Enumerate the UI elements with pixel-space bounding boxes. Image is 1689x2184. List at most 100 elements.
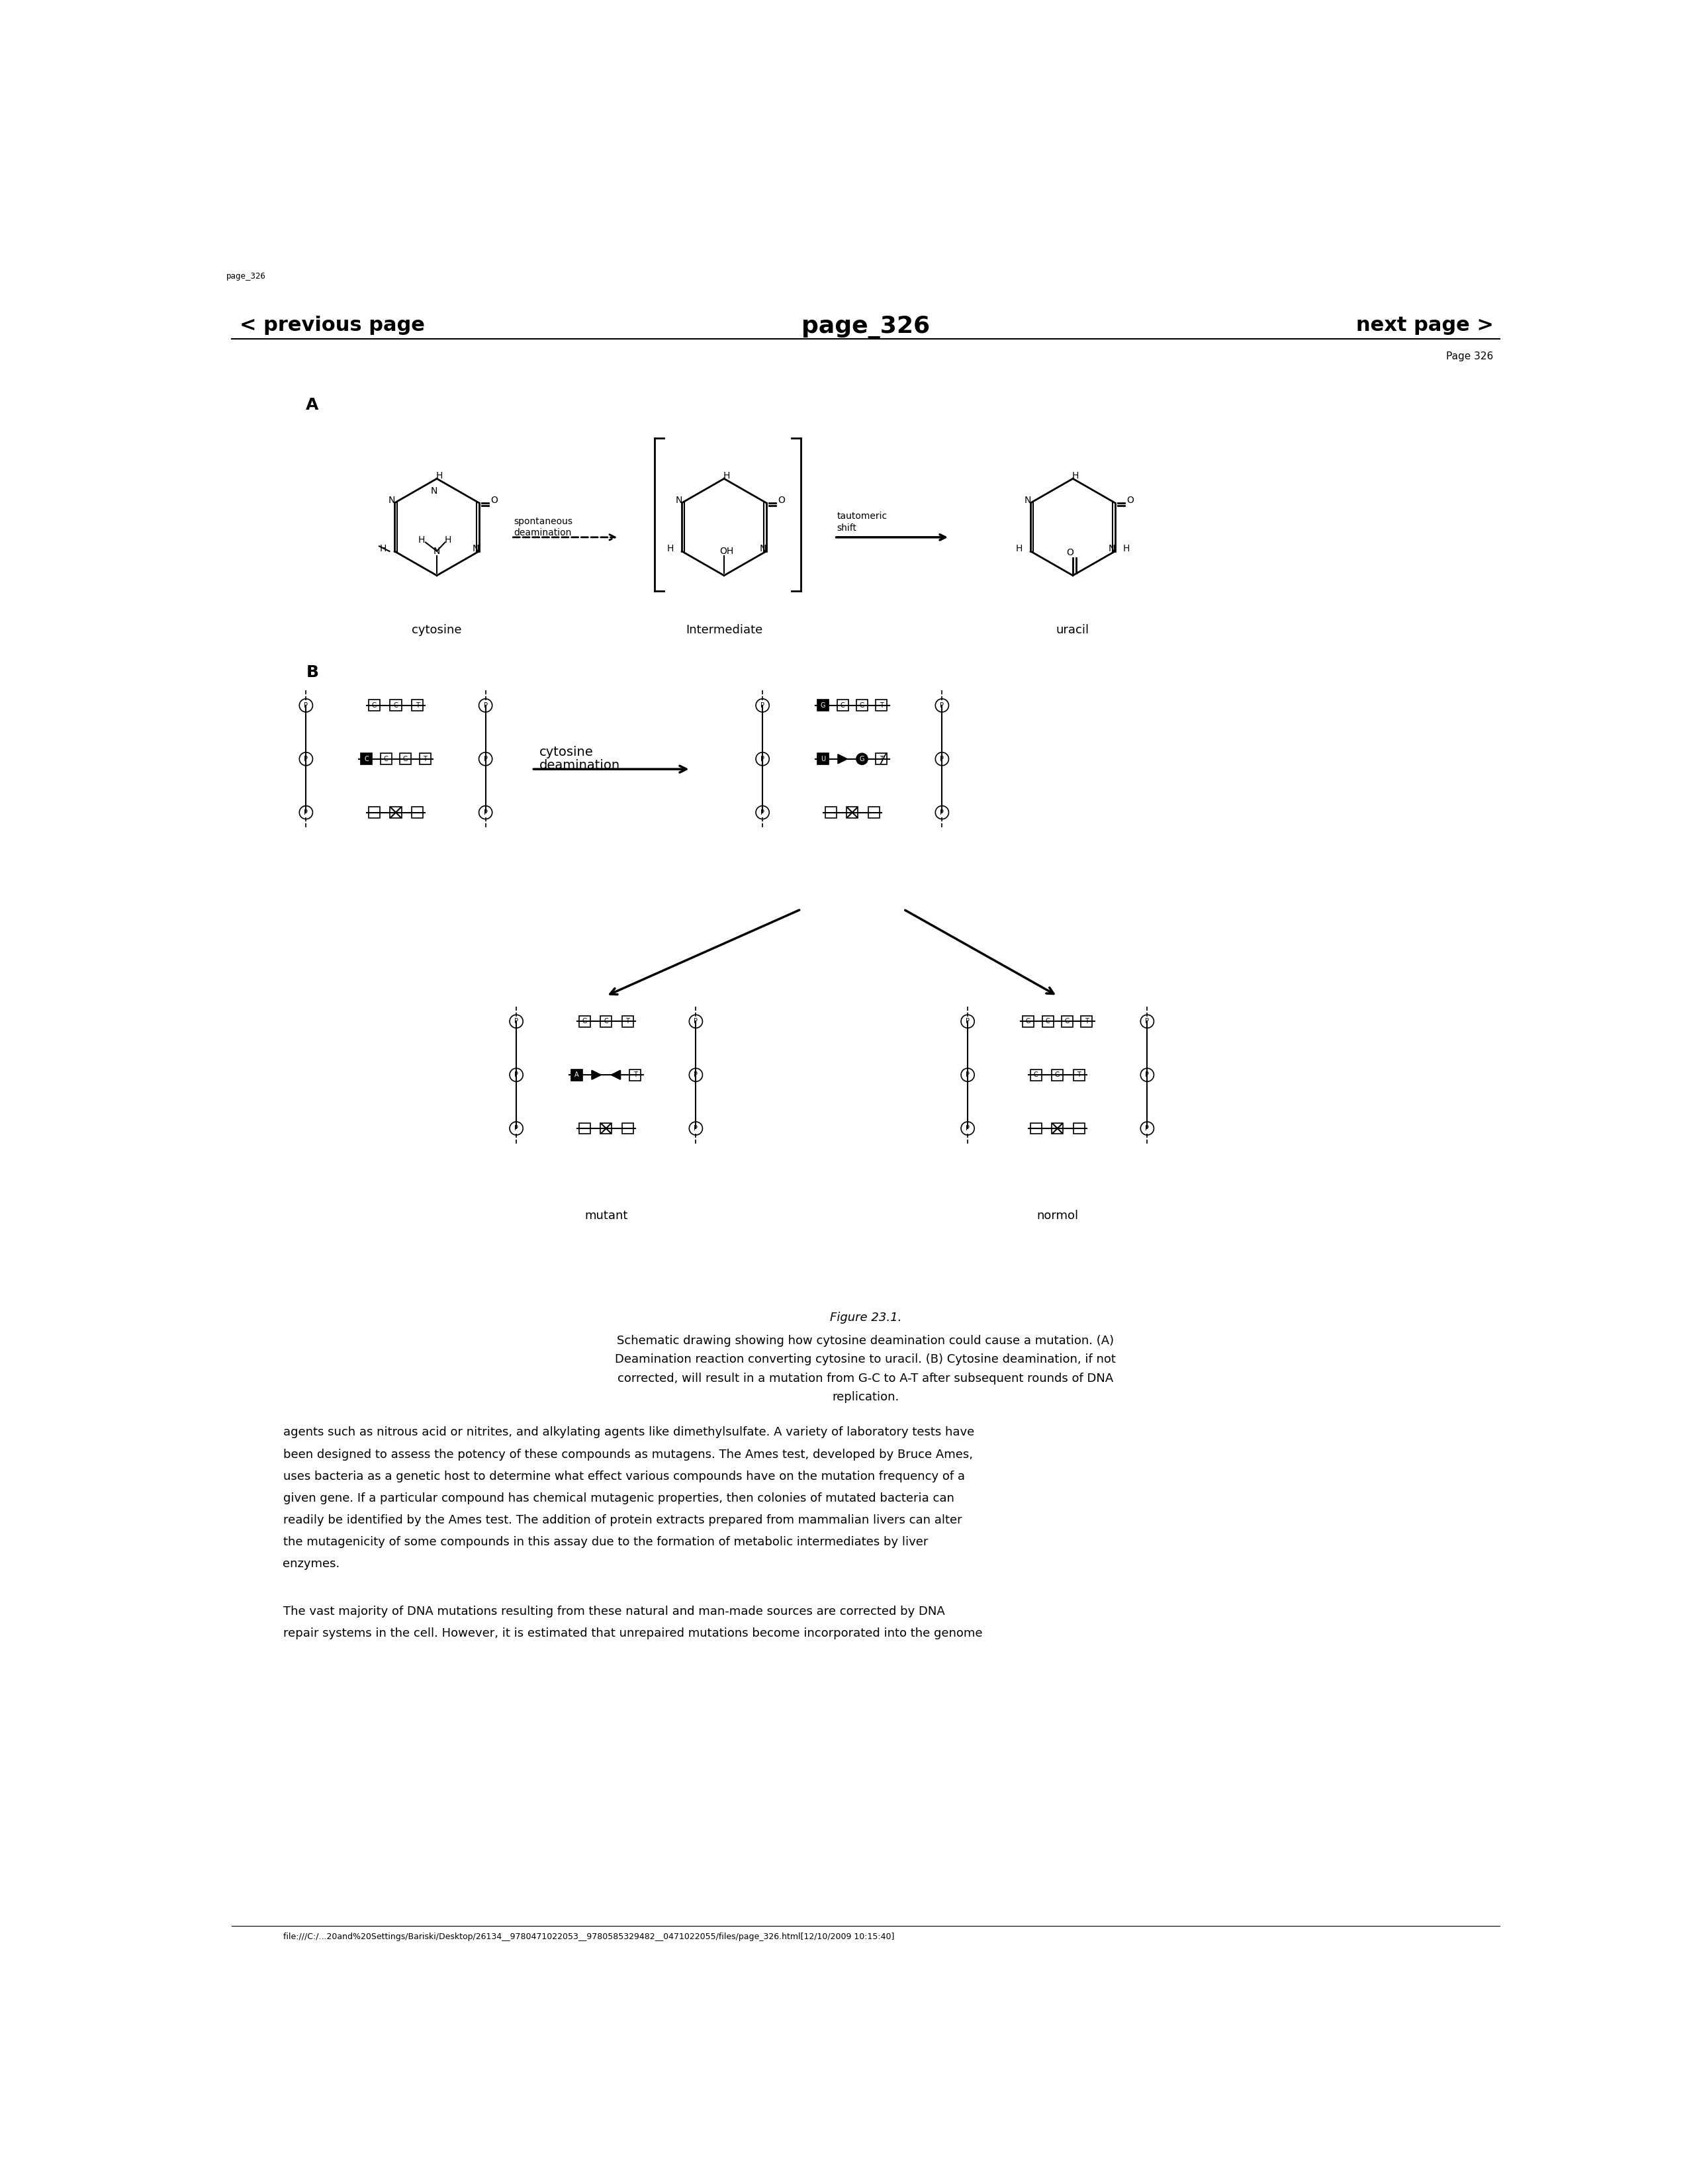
Text: T: T xyxy=(422,756,427,762)
Text: file:///C:/...20and%20Settings/Bariski/Desktop/26134__9780471022053__97805853294: file:///C:/...20and%20Settings/Bariski/D… xyxy=(284,1933,893,1942)
Text: G: G xyxy=(1056,1072,1061,1079)
Text: agents such as nitrous acid or nitrites, and alkylating agents like dimethylsulf: agents such as nitrous acid or nitrites,… xyxy=(284,1426,975,1439)
Text: N: N xyxy=(676,496,682,505)
Bar xyxy=(1052,1123,1062,1133)
Text: uracil: uracil xyxy=(1056,625,1089,636)
Bar xyxy=(817,699,829,712)
Text: P: P xyxy=(966,1125,969,1131)
Text: N: N xyxy=(1024,496,1030,505)
Bar xyxy=(419,753,431,764)
Text: corrected, will result in a mutation from G-C to A-T after subsequent rounds of : corrected, will result in a mutation fro… xyxy=(618,1372,1113,1385)
Bar xyxy=(877,753,887,764)
Text: T: T xyxy=(1084,1018,1089,1024)
Text: T: T xyxy=(625,1018,630,1024)
Text: uses bacteria as a genetic host to determine what effect various compounds have : uses bacteria as a genetic host to deter… xyxy=(284,1470,964,1483)
Polygon shape xyxy=(611,1070,620,1079)
Text: next page >: next page > xyxy=(1356,314,1493,334)
Text: readily be identified by the Ames test. The addition of protein extracts prepare: readily be identified by the Ames test. … xyxy=(284,1514,961,1527)
Text: G: G xyxy=(821,701,826,710)
Text: mutant: mutant xyxy=(584,1210,628,1221)
Polygon shape xyxy=(591,1070,601,1079)
Bar xyxy=(368,806,380,819)
Text: H: H xyxy=(436,472,443,480)
Text: Schematic drawing showing how cytosine deamination could cause a mutation. (A): Schematic drawing showing how cytosine d… xyxy=(616,1334,1115,1348)
Bar xyxy=(380,753,392,764)
Bar xyxy=(1022,1016,1034,1026)
Text: P: P xyxy=(941,808,944,817)
Text: H: H xyxy=(1123,544,1130,553)
Bar xyxy=(1030,1123,1042,1133)
Text: H: H xyxy=(417,535,426,544)
Text: P: P xyxy=(966,1072,969,1079)
Text: The vast majority of DNA mutations resulting from these natural and man-made sou: The vast majority of DNA mutations resul… xyxy=(284,1605,944,1618)
Text: H: H xyxy=(667,544,674,553)
Text: C: C xyxy=(605,1018,608,1024)
Bar xyxy=(868,806,880,819)
Text: OH: OH xyxy=(720,546,733,555)
Text: P: P xyxy=(941,756,944,762)
Bar xyxy=(368,699,380,712)
Bar xyxy=(571,1070,583,1081)
Text: Intermediate: Intermediate xyxy=(686,625,762,636)
Polygon shape xyxy=(838,753,848,764)
Text: page_326: page_326 xyxy=(801,314,931,339)
Text: T: T xyxy=(633,1072,637,1079)
Bar xyxy=(1052,1070,1062,1081)
Bar xyxy=(390,806,402,819)
Text: P: P xyxy=(694,1018,698,1024)
Text: P: P xyxy=(483,808,488,817)
Text: G: G xyxy=(1064,1018,1069,1024)
Text: P: P xyxy=(760,756,765,762)
Text: U: U xyxy=(821,756,826,762)
Circle shape xyxy=(856,753,868,764)
Text: N: N xyxy=(431,487,437,496)
Bar xyxy=(622,1016,633,1026)
Bar xyxy=(412,806,422,819)
Text: deamination: deamination xyxy=(539,760,620,771)
Bar xyxy=(1062,1016,1073,1026)
Bar xyxy=(579,1123,589,1133)
Text: P: P xyxy=(483,701,488,710)
Text: N: N xyxy=(1108,544,1115,553)
Text: cytosine: cytosine xyxy=(412,625,461,636)
Text: G: G xyxy=(860,701,865,710)
Text: shift: shift xyxy=(836,524,856,533)
Bar xyxy=(1030,1070,1042,1081)
Text: been designed to assess the potency of these compounds as mutagens. The Ames tes: been designed to assess the potency of t… xyxy=(284,1448,973,1461)
Text: G: G xyxy=(1025,1018,1030,1024)
Text: P: P xyxy=(483,756,488,762)
Text: P: P xyxy=(1145,1018,1149,1024)
Text: H: H xyxy=(723,472,730,480)
Text: the mutagenicity of some compounds in this assay due to the formation of metabol: the mutagenicity of some compounds in th… xyxy=(284,1535,927,1548)
Bar xyxy=(826,806,836,819)
Bar xyxy=(1081,1016,1093,1026)
Bar xyxy=(361,753,372,764)
Text: P: P xyxy=(304,808,307,817)
Text: N: N xyxy=(760,544,767,553)
Bar xyxy=(412,699,422,712)
Text: N: N xyxy=(388,496,395,505)
Text: P: P xyxy=(694,1072,698,1079)
Text: A: A xyxy=(306,397,319,413)
Bar xyxy=(1073,1070,1084,1081)
Bar xyxy=(877,699,887,712)
Bar xyxy=(600,1016,611,1026)
Text: O: O xyxy=(1067,548,1074,557)
Bar xyxy=(836,699,848,712)
Text: Page 326: Page 326 xyxy=(1446,352,1493,360)
Text: G: G xyxy=(404,756,409,762)
Text: P: P xyxy=(760,701,765,710)
Text: C: C xyxy=(1045,1018,1051,1024)
Text: G: G xyxy=(372,701,377,710)
Text: C: C xyxy=(394,701,399,710)
Bar xyxy=(622,1123,633,1133)
Bar xyxy=(856,699,868,712)
Text: repair systems in the cell. However, it is estimated that unrepaired mutations b: repair systems in the cell. However, it … xyxy=(284,1627,983,1640)
Bar xyxy=(630,1070,640,1081)
Text: given gene. If a particular compound has chemical mutagenic properties, then col: given gene. If a particular compound has… xyxy=(284,1492,954,1505)
Text: P: P xyxy=(515,1018,519,1024)
Text: O: O xyxy=(779,496,785,505)
Text: N: N xyxy=(434,546,441,555)
Text: T: T xyxy=(1078,1072,1081,1079)
Text: N: N xyxy=(473,544,480,553)
